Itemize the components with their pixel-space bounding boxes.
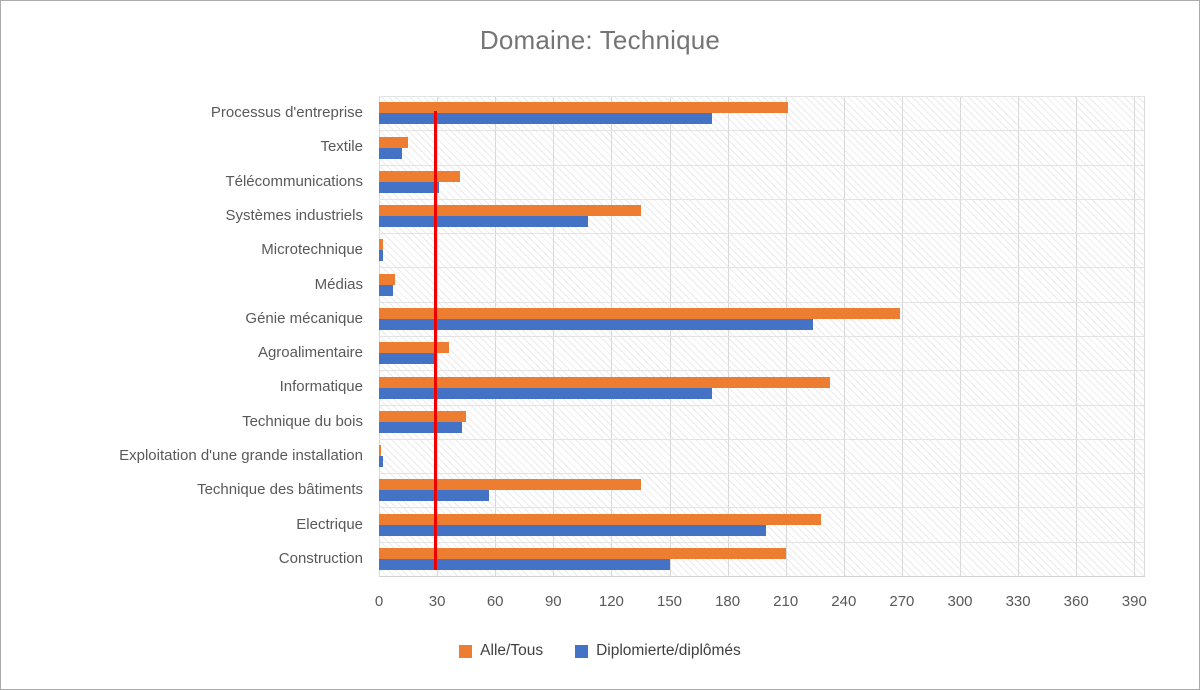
x-tick-label: 240	[831, 593, 857, 610]
gridline-h	[379, 507, 1145, 509]
x-tick-label: 30	[428, 593, 446, 610]
bar-alle-tous	[379, 479, 641, 491]
category-label: Technique du bois	[242, 412, 363, 430]
bar-alle-tous	[379, 136, 409, 148]
legend-label: Alle/Tous	[480, 642, 544, 659]
category-label: Informatique	[279, 378, 363, 396]
gridline-h	[379, 267, 1145, 269]
gridline-h	[379, 164, 1145, 166]
x-tick-label: 390	[1121, 593, 1147, 610]
bar-diplomes	[379, 318, 813, 330]
gridline-h	[379, 130, 1145, 132]
gridline-h	[379, 370, 1145, 372]
bar-alle-tous	[379, 410, 467, 422]
category-label: Technique des bâtiments	[197, 481, 363, 499]
category-label: Télécommunications	[225, 172, 363, 190]
category-label: Agroalimentaire	[257, 344, 363, 362]
gridline-h	[379, 96, 1145, 97]
bar-alle-tous	[379, 205, 641, 217]
reference-line	[433, 111, 437, 570]
gridline-h	[379, 198, 1145, 200]
gridline-h	[379, 301, 1145, 303]
bar-alle-tous	[379, 239, 383, 251]
gridline-h	[379, 336, 1145, 337]
bar-diplomes	[379, 147, 403, 159]
x-tick-label: 120	[598, 593, 624, 610]
category-label: Médias	[314, 275, 363, 293]
x-tick-label: 270	[889, 593, 915, 610]
x-tick-label: 90	[544, 593, 562, 610]
x-tick-label: 330	[1005, 593, 1031, 610]
bar-alle-tous	[379, 376, 831, 388]
bar-alle-tous	[379, 102, 788, 114]
gridline-h	[379, 233, 1145, 235]
bar-alle-tous	[379, 513, 821, 525]
x-tick-label: 300	[947, 593, 973, 610]
bar-diplomes	[379, 284, 393, 296]
legend-label: Diplomierte/diplômés	[596, 642, 741, 659]
bar-diplomes	[379, 524, 767, 536]
bar-diplomes	[379, 387, 713, 399]
legend: Alle/Tous Diplomierte/diplômés	[1, 642, 1199, 660]
bar-alle-tous	[379, 170, 461, 182]
category-label: Microtechnique	[261, 241, 363, 259]
gridline-h	[379, 473, 1145, 475]
legend-item-alle-tous: Alle/Tous	[459, 642, 543, 660]
bar-diplomes	[379, 181, 439, 193]
bar-alle-tous	[379, 445, 381, 457]
x-tick-label: 150	[656, 593, 683, 610]
x-tick-label: 180	[715, 593, 741, 610]
gridline-h	[379, 404, 1145, 406]
legend-item-diplomes: Diplomierte/diplômés	[575, 642, 741, 660]
bar-diplomes	[379, 421, 463, 433]
legend-swatch-orange-icon	[459, 644, 473, 658]
bar-diplomes	[379, 353, 436, 365]
x-tick-label: 210	[773, 593, 799, 610]
gridline-h	[379, 541, 1145, 543]
bar-diplomes	[379, 456, 383, 468]
bar-alle-tous	[379, 307, 900, 319]
gridline-h	[379, 438, 1145, 440]
plot-area	[379, 96, 1145, 577]
category-label: Exploitation d'une grande installation	[119, 447, 363, 464]
bar-diplomes	[379, 216, 589, 228]
bar-alle-tous	[379, 547, 786, 559]
x-tick-label: 60	[486, 593, 504, 610]
category-label: Génie mécanique	[245, 309, 363, 327]
legend-swatch-blue-icon	[575, 644, 589, 658]
bar-diplomes	[379, 250, 383, 262]
bar-alle-tous	[379, 342, 449, 354]
chart-title: Domaine: Technique	[479, 25, 721, 55]
x-tick-label: 360	[1063, 593, 1089, 610]
bar-diplomes	[379, 558, 670, 570]
category-label: Electrique	[296, 515, 363, 533]
category-label: Systèmes industriels	[225, 207, 363, 224]
x-tick-label: 0	[374, 593, 384, 610]
category-label: Construction	[278, 549, 363, 567]
category-label: Textile	[320, 138, 363, 156]
category-label: Processus d'entreprise	[210, 104, 363, 122]
gridline-h	[379, 576, 1145, 577]
bar-alle-tous	[379, 273, 395, 285]
bar-diplomes	[379, 113, 713, 125]
